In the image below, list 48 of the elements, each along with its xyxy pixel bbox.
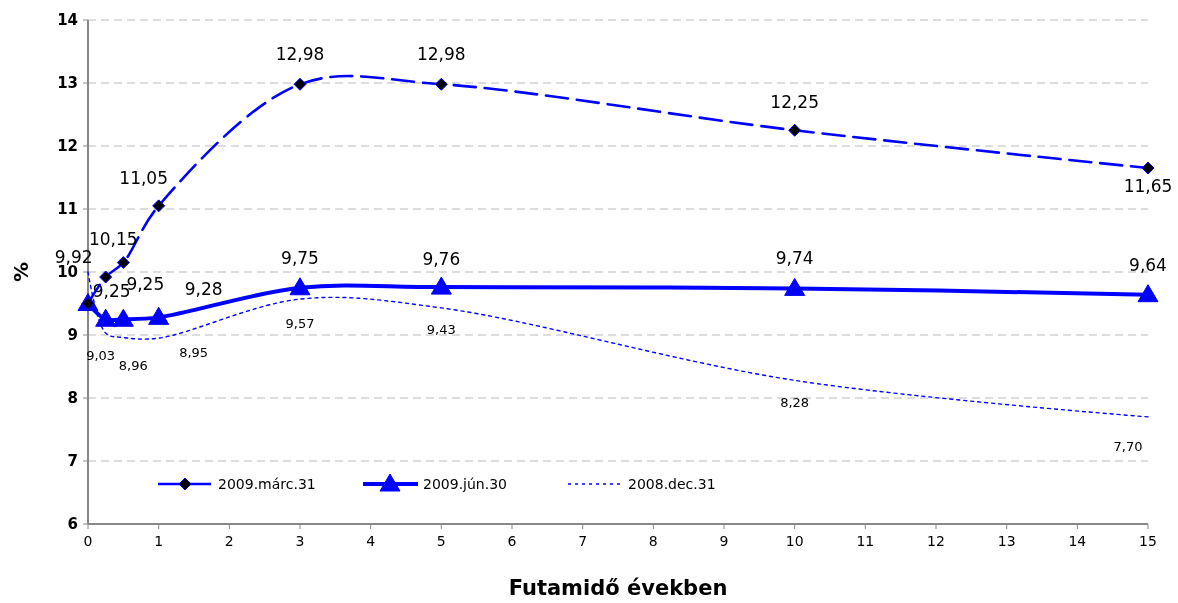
- x-tick-label: 8: [648, 533, 658, 549]
- data-label: 9,76: [422, 249, 461, 270]
- data-label: 12,98: [417, 44, 466, 65]
- data-label: 12,25: [770, 92, 819, 113]
- y-tick-label: 6: [67, 515, 78, 534]
- data-label: 10,15: [89, 228, 138, 249]
- y-tick-label: 9: [67, 326, 78, 345]
- data-label: 9,43: [426, 322, 456, 338]
- x-tick-label: 6: [507, 533, 517, 549]
- y-axis-title: %: [9, 261, 33, 283]
- x-axis-title: Futamidő években: [508, 576, 728, 600]
- x-tick-label: 4: [366, 533, 376, 549]
- data-label: 11,65: [1123, 176, 1173, 196]
- y-tick-label: 8: [67, 389, 78, 408]
- legend-label: 2008.dec.31: [628, 475, 716, 492]
- x-tick-label: 9: [719, 533, 729, 549]
- y-tick-label: 12: [57, 137, 78, 156]
- x-tick-label: 11: [856, 533, 875, 549]
- data-label: 9,57: [285, 315, 315, 331]
- data-label: 9,74: [775, 248, 814, 269]
- data-label: 9,92: [54, 246, 93, 267]
- data-label: 9,75: [281, 247, 319, 268]
- data-label: 12,98: [275, 44, 325, 65]
- data-label: 11,05: [119, 167, 168, 188]
- data-label: 9,64: [1129, 254, 1167, 275]
- y-tick-label: 14: [57, 11, 78, 30]
- x-tick-label: 7: [578, 533, 588, 549]
- x-tick-label: 2: [224, 533, 234, 549]
- x-tick-label: 10: [785, 533, 804, 549]
- data-label: 8,96: [118, 358, 148, 374]
- x-tick-label: 12: [927, 533, 945, 549]
- legend-label: 2009.jún.30: [423, 475, 507, 492]
- data-label: 7,70: [1113, 439, 1143, 455]
- y-tick-label: 13: [57, 74, 78, 93]
- data-label: 9,28: [184, 279, 223, 300]
- x-tick-label: 5: [436, 533, 446, 549]
- x-tick-label: 15: [1139, 533, 1157, 549]
- y-tick-label: 11: [57, 200, 78, 219]
- x-tick-label: 13: [997, 533, 1016, 549]
- x-tick-label: 3: [295, 533, 305, 549]
- data-label: 8,95: [179, 344, 209, 360]
- y-tick-label: 7: [67, 452, 78, 471]
- legend-label: 2009.márc.31: [218, 475, 316, 492]
- x-tick-label: 0: [83, 533, 93, 549]
- data-label: 9,03: [86, 347, 116, 363]
- x-tick-label: 14: [1068, 533, 1087, 549]
- data-label: 8,28: [780, 394, 810, 410]
- x-tick-label: 1: [154, 533, 164, 549]
